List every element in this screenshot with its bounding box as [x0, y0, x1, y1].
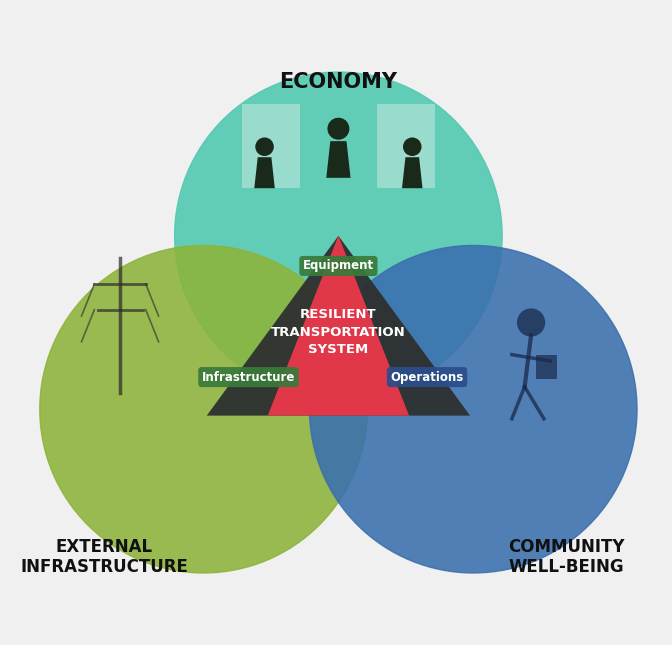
- Circle shape: [310, 246, 637, 573]
- Polygon shape: [207, 236, 470, 415]
- Text: COMMUNITY
WELL-BEING: COMMUNITY WELL-BEING: [508, 537, 625, 577]
- Text: RESILIENT
TRANSPORTATION
SYSTEM: RESILIENT TRANSPORTATION SYSTEM: [271, 308, 406, 356]
- Polygon shape: [327, 141, 351, 178]
- FancyBboxPatch shape: [536, 355, 557, 379]
- Circle shape: [255, 137, 274, 156]
- Text: EXTERNAL
INFRASTRUCTURE: EXTERNAL INFRASTRUCTURE: [20, 537, 188, 577]
- Circle shape: [403, 137, 421, 156]
- Polygon shape: [402, 157, 423, 188]
- FancyBboxPatch shape: [242, 104, 300, 188]
- Polygon shape: [254, 157, 275, 188]
- Circle shape: [517, 308, 545, 337]
- Circle shape: [40, 246, 368, 573]
- Circle shape: [175, 72, 502, 399]
- Text: Equipment: Equipment: [303, 259, 374, 272]
- FancyBboxPatch shape: [377, 104, 435, 188]
- Text: ECONOMY: ECONOMY: [280, 72, 397, 92]
- Text: Infrastructure: Infrastructure: [202, 371, 295, 384]
- Polygon shape: [267, 236, 409, 415]
- Circle shape: [327, 118, 349, 140]
- Text: Operations: Operations: [390, 371, 464, 384]
